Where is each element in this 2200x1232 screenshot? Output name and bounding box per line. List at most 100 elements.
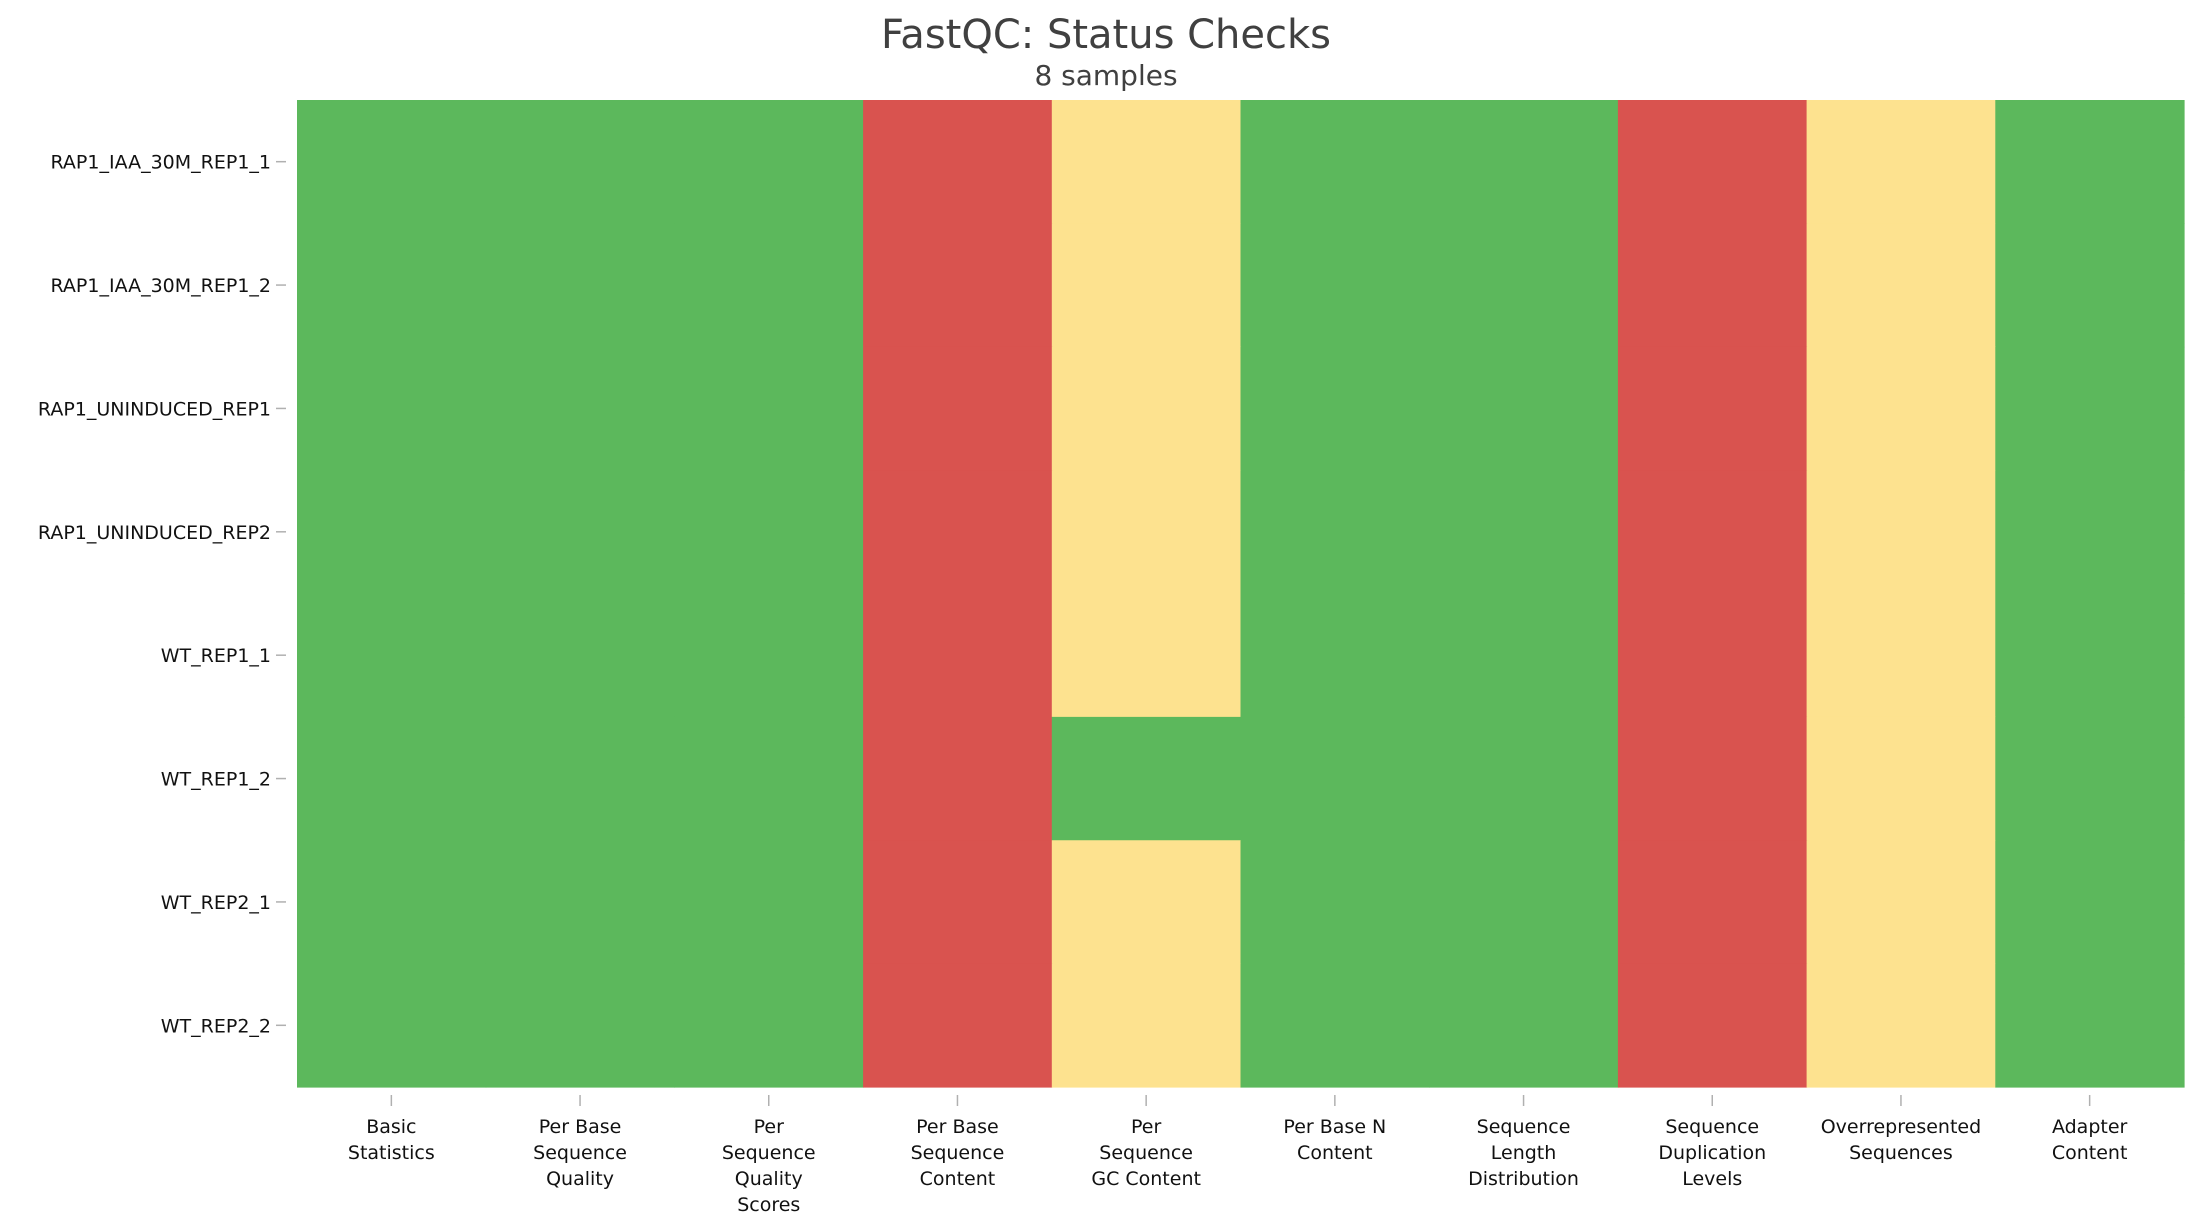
heatmap-cell bbox=[297, 100, 487, 224]
heatmap-cell bbox=[1240, 593, 1430, 718]
heatmap-cell bbox=[1240, 346, 1430, 471]
heatmap-cell bbox=[1617, 963, 1808, 1088]
heatmap-cell bbox=[674, 223, 864, 348]
heatmap-cell bbox=[1429, 963, 1619, 1088]
heatmap-cell bbox=[674, 840, 864, 965]
heatmap-cell bbox=[1429, 470, 1619, 595]
heatmap-cell bbox=[1806, 840, 1996, 965]
heatmap-cell bbox=[1995, 963, 2185, 1088]
column-label-line: Content bbox=[1297, 1142, 1373, 1164]
heatmap-cell bbox=[1806, 716, 1996, 841]
heatmap-cell bbox=[1995, 223, 2185, 348]
heatmap-cell bbox=[1429, 223, 1619, 348]
column-label: Adapter Content bbox=[2052, 1116, 2128, 1164]
heatmap-cell bbox=[1240, 100, 1430, 224]
heatmap-cell bbox=[674, 963, 864, 1088]
heatmap-cell bbox=[1051, 223, 1242, 348]
column-label-line: Sequence bbox=[533, 1142, 627, 1164]
heatmap-cell bbox=[1051, 100, 1242, 224]
heatmap-cell bbox=[1240, 716, 1430, 841]
heatmap-cell bbox=[863, 346, 1053, 471]
column-label-line: Distribution bbox=[1468, 1168, 1579, 1190]
heatmap-cell bbox=[485, 840, 675, 965]
heatmap-cells bbox=[297, 100, 2185, 1088]
column-label: Per Sequence GC Content bbox=[1091, 1116, 1201, 1190]
heatmap-cell bbox=[1051, 716, 1242, 841]
heatmap-cell bbox=[674, 593, 864, 718]
heatmap-cell bbox=[1617, 346, 1808, 471]
column-label-line: Quality bbox=[735, 1168, 803, 1190]
heatmap-cell bbox=[674, 470, 864, 595]
column-label-line: Statistics bbox=[348, 1142, 435, 1164]
heatmap-cell bbox=[863, 223, 1053, 348]
heatmap-cell bbox=[297, 963, 487, 1088]
chart-title: FastQC: Status Checks bbox=[881, 12, 1331, 58]
heatmap-cell bbox=[1429, 840, 1619, 965]
column-label: Basic Statistics bbox=[348, 1116, 435, 1164]
heatmap-cell bbox=[297, 346, 487, 471]
heatmap-cell bbox=[1617, 840, 1808, 965]
column-label-line: Levels bbox=[1682, 1168, 1742, 1190]
column-label-line: Scores bbox=[737, 1194, 800, 1216]
row-label: WT_REP2_2 bbox=[161, 1015, 271, 1037]
row-label: RAP1_UNINDUCED_REP2 bbox=[38, 522, 271, 544]
heatmap-cell bbox=[297, 840, 487, 965]
column-label-line: Per bbox=[754, 1116, 784, 1138]
column-label-line: Sequence bbox=[1477, 1116, 1571, 1138]
heatmap-cell bbox=[485, 346, 675, 471]
heatmap-cell bbox=[674, 716, 864, 841]
heatmap-cell bbox=[1617, 470, 1808, 595]
heatmap-cell bbox=[1240, 840, 1430, 965]
column-label-line: Quality bbox=[546, 1168, 614, 1190]
row-label: WT_REP1_2 bbox=[161, 769, 271, 791]
heatmap-cell bbox=[1806, 593, 1996, 718]
heatmap-cell bbox=[1240, 223, 1430, 348]
column-label-line: Adapter bbox=[2052, 1116, 2128, 1138]
heatmap-cell bbox=[674, 100, 864, 224]
heatmap-cell bbox=[1240, 470, 1430, 595]
heatmap-cell bbox=[485, 593, 675, 718]
heatmap-cell bbox=[1617, 100, 1808, 224]
heatmap-cell bbox=[863, 593, 1053, 718]
column-label: Sequence Length Distribution bbox=[1468, 1116, 1579, 1190]
column-label-line: Sequence bbox=[911, 1142, 1005, 1164]
heatmap-cell bbox=[1617, 223, 1808, 348]
heatmap-cell bbox=[1051, 840, 1242, 965]
heatmap-cell bbox=[1995, 593, 2185, 718]
heatmap-cell bbox=[863, 470, 1053, 595]
heatmap-cell bbox=[1051, 470, 1242, 595]
heatmap-cell bbox=[485, 716, 675, 841]
heatmap-cell bbox=[1806, 963, 1996, 1088]
row-label: RAP1_IAA_30M_REP1_2 bbox=[50, 275, 271, 297]
heatmap-cell bbox=[485, 963, 675, 1088]
column-label: Per Base Sequence Quality bbox=[533, 1116, 627, 1190]
heatmap-cell bbox=[1051, 963, 1242, 1088]
column-label-line: Sequence bbox=[1665, 1116, 1759, 1138]
column-label-line: Overrepresented bbox=[1821, 1116, 1981, 1138]
heatmap-cell bbox=[1995, 716, 2185, 841]
column-label-line: Per bbox=[1131, 1116, 1161, 1138]
heatmap-cell bbox=[1806, 346, 1996, 471]
heatmap-cell bbox=[1806, 223, 1996, 348]
heatmap-cell bbox=[1995, 346, 2185, 471]
column-label-line: Per Base N bbox=[1283, 1116, 1386, 1138]
column-label: Overrepresented Sequences bbox=[1821, 1116, 1981, 1164]
heatmap-cell bbox=[863, 716, 1053, 841]
column-label-line: Content bbox=[2052, 1142, 2128, 1164]
heatmap-cell bbox=[485, 100, 675, 224]
row-labels: RAP1_IAA_30M_REP1_1 RAP1_IAA_30M_REP1_2 RA… bbox=[38, 152, 286, 1037]
column-label-line: Per Base bbox=[539, 1116, 622, 1138]
column-label-line: Content bbox=[920, 1168, 996, 1190]
heatmap-cell bbox=[1240, 963, 1430, 1088]
column-label-line: Length bbox=[1491, 1142, 1557, 1164]
column-label-line: Duplication bbox=[1658, 1142, 1766, 1164]
heatmap-cell bbox=[863, 100, 1053, 224]
column-label-line: GC Content bbox=[1091, 1168, 1201, 1190]
heatmap-cell bbox=[1995, 100, 2185, 224]
heatmap-cell bbox=[1995, 840, 2185, 965]
heatmap-cell bbox=[1429, 346, 1619, 471]
heatmap-cell bbox=[297, 470, 487, 595]
heatmap-cell bbox=[297, 223, 487, 348]
